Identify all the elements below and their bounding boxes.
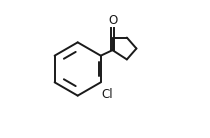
Text: Cl: Cl [101,88,113,101]
Text: O: O [108,14,117,27]
